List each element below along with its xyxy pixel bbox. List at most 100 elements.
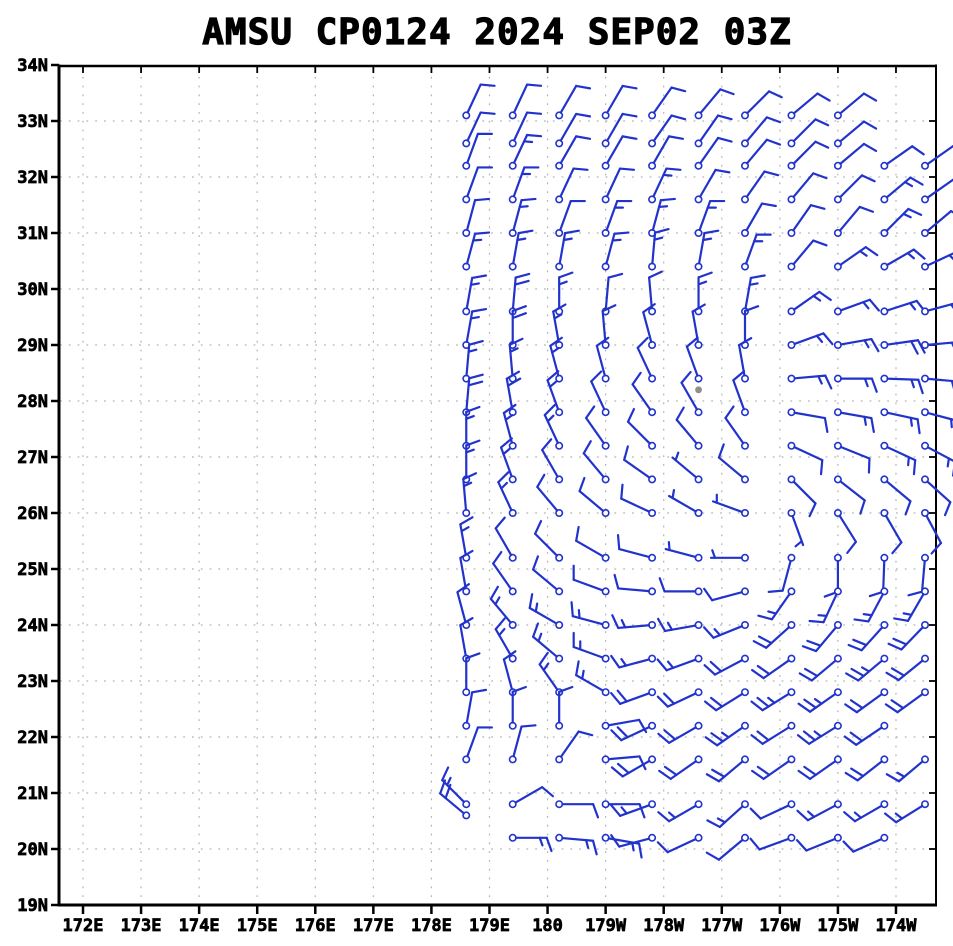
half-barb-tick <box>862 613 873 617</box>
barb-shaft <box>494 628 513 657</box>
half-barb-tick <box>465 414 475 420</box>
wind-barb <box>648 270 663 316</box>
full-barb-tick <box>845 672 860 682</box>
station-circle <box>880 508 889 517</box>
full-barb-tick <box>710 732 724 743</box>
station-circle <box>601 111 610 120</box>
full-barb-tick <box>479 83 496 87</box>
full-barb-tick <box>860 174 876 183</box>
barb-shaft <box>791 514 805 547</box>
wind-barb <box>703 587 749 602</box>
x-tick-label: 173E <box>121 916 162 936</box>
half-barb-tick <box>562 237 573 242</box>
station-circle <box>740 408 749 417</box>
station-circle <box>833 833 842 842</box>
barb-shaft <box>652 135 671 165</box>
wind-barb <box>631 371 657 417</box>
wind-barb <box>508 685 527 730</box>
y-tick-label: 21N <box>17 784 48 804</box>
full-barb-tick <box>804 667 819 678</box>
full-barb-tick <box>850 767 865 778</box>
half-barb-tick <box>903 180 914 188</box>
barb-shaft <box>465 199 477 232</box>
half-barb-tick <box>462 481 473 488</box>
y-tick-label: 24N <box>17 616 48 636</box>
barb-shaft <box>793 411 827 420</box>
wind-barb <box>508 133 543 170</box>
barb-shaft <box>618 837 651 848</box>
wind-barb <box>921 178 953 204</box>
full-barb-tick <box>575 84 592 90</box>
wind-barb <box>705 833 749 861</box>
full-barb-tick <box>638 803 646 819</box>
full-barb-tick <box>499 437 513 449</box>
wind-barb <box>601 304 617 349</box>
barb-shaft <box>855 726 883 746</box>
half-barb-tick <box>702 237 713 242</box>
full-barb-tick <box>705 773 721 783</box>
station-circle <box>648 161 657 170</box>
half-barb-tick <box>863 377 869 388</box>
full-barb-tick <box>471 307 488 313</box>
full-barb-tick <box>618 167 636 171</box>
full-barb-tick <box>917 378 924 395</box>
station-circle <box>921 307 930 316</box>
barb-shaft <box>895 804 924 824</box>
x-tick-label: 177W <box>701 916 743 936</box>
wind-barb <box>709 549 749 562</box>
full-barb-tick <box>465 405 481 413</box>
full-barb-tick <box>868 298 880 312</box>
barb-shaft <box>860 626 884 652</box>
barb-shaft <box>667 804 697 823</box>
barb-shaft <box>793 332 825 346</box>
wind-barb <box>508 786 554 809</box>
full-barb-tick <box>534 519 543 535</box>
station-circle <box>508 553 517 562</box>
wind-barb <box>751 755 796 781</box>
wind-barb <box>508 724 537 764</box>
half-barb-tick <box>581 669 585 680</box>
half-barb-tick <box>538 836 544 847</box>
barb-shaft <box>886 299 918 312</box>
wind-barb <box>601 199 633 238</box>
barb-shaft <box>618 547 651 559</box>
wind-barb <box>543 403 564 450</box>
barb-shaft <box>541 448 559 478</box>
station-circle <box>648 195 657 204</box>
wind-barb <box>740 90 783 120</box>
barb-shaft <box>882 559 886 593</box>
half-barb-tick <box>813 730 823 738</box>
full-barb-tick <box>613 573 620 590</box>
full-barb-tick <box>847 643 863 652</box>
wind-barb <box>601 718 648 734</box>
barb-shaft <box>838 514 858 543</box>
station-circle <box>508 229 517 238</box>
wind-barb <box>880 145 925 170</box>
full-barb-tick <box>520 197 537 202</box>
barb-shaft <box>607 755 641 761</box>
station-circle <box>555 139 564 148</box>
barb-shaft <box>884 514 903 544</box>
half-barb-tick <box>542 662 550 672</box>
full-barb-tick <box>610 692 622 705</box>
barb-shaft <box>770 592 791 621</box>
half-barb-tick <box>713 628 722 637</box>
half-barb-tick <box>620 619 627 629</box>
full-barb-tick <box>909 176 924 186</box>
full-barb-tick <box>843 811 857 823</box>
full-barb-tick <box>613 231 630 235</box>
wind-barb <box>462 83 496 120</box>
full-barb-tick <box>663 692 676 705</box>
barb-shaft <box>698 199 712 232</box>
barb-shaft <box>558 232 567 265</box>
wind-barb <box>613 573 657 596</box>
barb-shaft <box>532 635 558 658</box>
half-barb-tick <box>861 666 871 673</box>
full-barb-tick <box>756 730 770 742</box>
wind-barb <box>582 440 610 484</box>
full-barb-tick <box>892 637 908 646</box>
barb-shaft <box>620 497 651 513</box>
wind-barb <box>648 167 682 204</box>
